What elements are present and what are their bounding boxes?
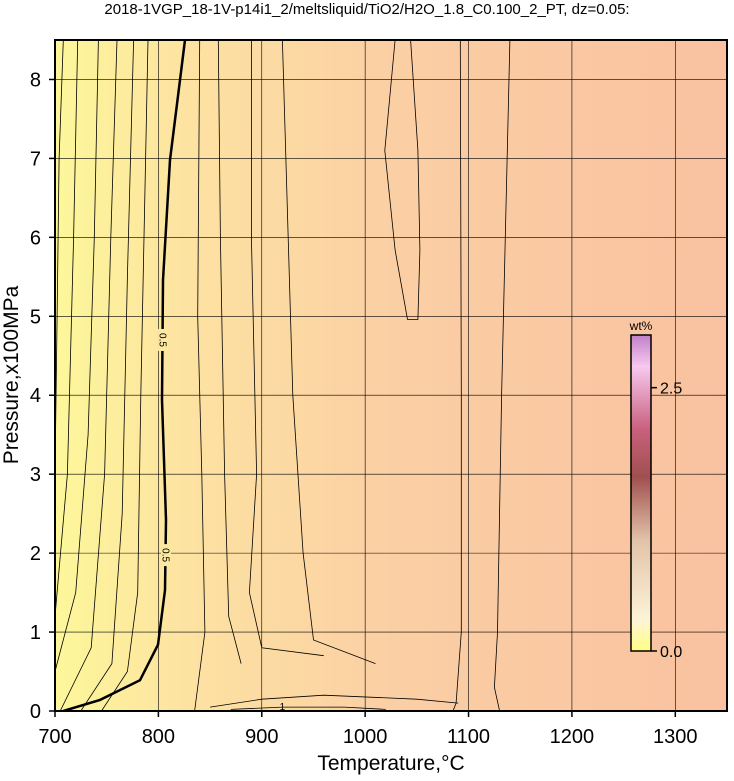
contour-label: 0.5 (160, 548, 171, 562)
contour-line (55, 40, 99, 672)
contour-line (194, 40, 206, 711)
contour-line (80, 40, 134, 711)
y-tick-label: 4 (30, 385, 41, 407)
contour-line (230, 706, 386, 710)
chart-title: 2018-1VGP_18-1V-p14i1_2/meltsliquid/TiO2… (104, 1, 629, 18)
contour-line (493, 40, 511, 711)
contour-line (55, 40, 64, 475)
contour-line (217, 40, 242, 664)
contour-line (55, 40, 79, 617)
contour-label: 1 (280, 702, 286, 713)
contour-label-bg (161, 544, 172, 567)
y-tick-label: 7 (30, 148, 41, 170)
colorbar-label: wt% (629, 319, 653, 333)
y-tick-label: 8 (30, 69, 41, 91)
contour-line (384, 40, 421, 320)
y-tick-label: 0 (30, 701, 41, 723)
contour-line (210, 694, 459, 708)
y-tick-label: 6 (30, 227, 41, 249)
colorbar (630, 334, 652, 652)
contour-line (101, 40, 149, 711)
x-tick-label: 1300 (653, 726, 698, 748)
x-axis-label: Temperature,°C (317, 752, 464, 775)
y-axis-label: Pressure,x100MPa (0, 285, 23, 464)
y-tick-label: 5 (30, 306, 41, 328)
plot-frame (54, 39, 728, 712)
colorbar-tick-label: 0.0 (660, 644, 682, 661)
x-tick-label: 700 (38, 726, 71, 748)
plot-background (55, 40, 727, 711)
contours: 0.5 0.5 1 (55, 40, 511, 713)
grid (54, 40, 727, 712)
colorbar-tick-label: 2.5 (660, 381, 682, 398)
y-tick-label: 3 (30, 464, 41, 486)
x-tick-label: 1100 (447, 726, 490, 748)
x-tick-label: 900 (245, 726, 278, 748)
contour-line (452, 40, 462, 711)
x-tick-label: 1000 (343, 726, 388, 748)
y-tick-label: 1 (30, 622, 41, 644)
contour-line (59, 40, 118, 711)
contour-line (282, 40, 376, 664)
contour-label-bg (158, 328, 169, 351)
contour-label: 0.5 (157, 333, 168, 347)
contour-line (248, 40, 324, 657)
x-tick-label: 1200 (550, 726, 595, 748)
y-tick-label: 2 (30, 543, 41, 565)
x-tick-label: 800 (142, 726, 175, 748)
